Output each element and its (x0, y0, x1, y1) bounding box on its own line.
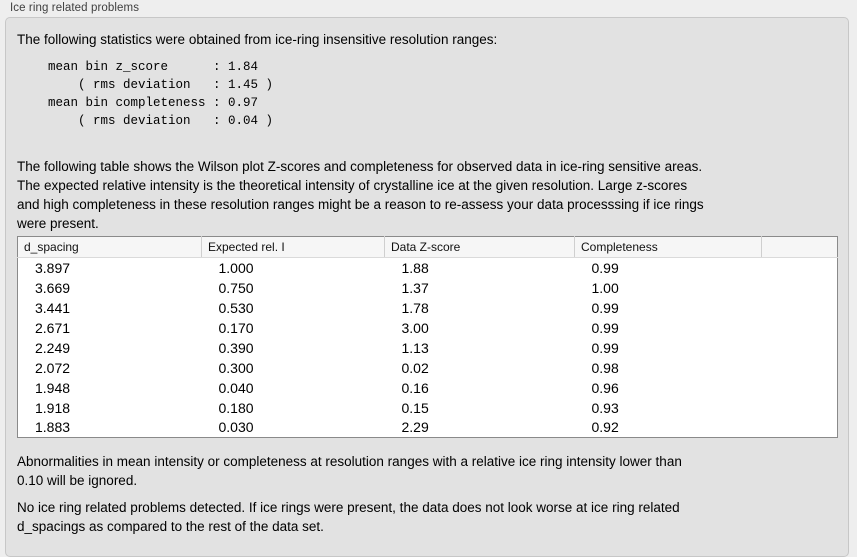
cell-data-z-score: 1.13 (401, 339, 429, 356)
table-row[interactable]: 2.671 0.170 3.00 0.99 (18, 318, 838, 338)
stat-mean-bin-completeness: mean bin completeness : 0.97 (48, 96, 259, 110)
cell-d-spacing: 1.883 (35, 419, 71, 436)
cell-data-z-score: 0.02 (401, 359, 429, 376)
panel-title: Ice ring related problems (10, 2, 140, 14)
stats-intro-text: The following statistics were obtained f… (17, 30, 837, 49)
text-line: The following statistics were obtained f… (17, 32, 498, 47)
cell-completeness: 0.98 (591, 359, 619, 376)
cell-empty (762, 298, 838, 318)
stat-z-score-rms-deviation: ( rms deviation : 1.45 ) (48, 78, 274, 92)
cell-data-z-score: 0.16 (401, 379, 429, 396)
text-line: were present. (17, 216, 99, 231)
stats-block: mean bin z_score : 1.84 ( rms deviation … (48, 58, 837, 130)
cell-d-spacing: 3.897 (35, 259, 71, 276)
table-row[interactable]: 3.897 1.000 1.88 0.99 (18, 258, 838, 278)
table-row[interactable]: 1.918 0.180 0.15 0.93 (18, 398, 838, 418)
cell-expected-rel-i: 0.390 (218, 339, 254, 356)
text-line: The following table shows the Wilson plo… (17, 159, 703, 174)
cell-d-spacing: 3.441 (35, 299, 71, 316)
cell-expected-rel-i: 1.000 (218, 259, 254, 276)
text-line: 0.10 will be ignored. (17, 473, 138, 488)
cell-expected-rel-i: 0.030 (218, 419, 254, 436)
cell-d-spacing: 2.072 (35, 359, 71, 376)
cell-d-spacing: 2.249 (35, 339, 71, 356)
cell-expected-rel-i: 0.180 (218, 399, 254, 416)
ice-ring-panel: The following statistics were obtained f… (5, 17, 849, 557)
cell-d-spacing: 3.669 (35, 279, 71, 296)
cell-d-spacing: 1.918 (35, 399, 71, 416)
cell-empty (762, 418, 838, 438)
cell-expected-rel-i: 0.040 (218, 379, 254, 396)
text-line: No ice ring related problems detected. I… (17, 500, 680, 515)
text-line: d_spacings as compared to the rest of th… (17, 519, 324, 534)
cell-completeness: 0.99 (591, 339, 619, 356)
cell-completeness: 0.92 (591, 419, 619, 436)
text-line: Abnormalities in mean intensity or compl… (17, 454, 682, 469)
table-header-row: d_spacing Expected rel. I Data Z-score C… (17, 236, 838, 258)
cell-completeness: 0.99 (591, 319, 619, 336)
table-row[interactable]: 3.441 0.530 1.78 0.99 (18, 298, 838, 318)
cell-d-spacing: 1.948 (35, 379, 71, 396)
cell-data-z-score: 3.00 (401, 319, 429, 336)
conclusion-text: No ice ring related problems detected. I… (17, 498, 837, 536)
table-row[interactable]: 1.948 0.040 0.16 0.96 (18, 378, 838, 398)
cell-data-z-score: 2.29 (401, 419, 429, 436)
stat-mean-bin-z-score: mean bin z_score : 1.84 (48, 60, 259, 74)
cell-expected-rel-i: 0.750 (218, 279, 254, 296)
ice-ring-report-window: { "window": { "title": "Ice ring related… (5, 2, 849, 557)
cell-data-z-score: 1.88 (401, 259, 429, 276)
column-header-empty[interactable] (761, 236, 838, 258)
column-header-completeness[interactable]: Completeness (574, 236, 762, 258)
table-row[interactable]: 2.249 0.390 1.13 0.99 (18, 338, 838, 358)
cell-expected-rel-i: 0.170 (218, 319, 254, 336)
cell-empty (762, 258, 838, 278)
cell-empty (762, 338, 838, 358)
ice-ring-table: d_spacing Expected rel. I Data Z-score C… (17, 236, 838, 438)
cell-data-z-score: 1.78 (401, 299, 429, 316)
table-intro-text: The following table shows the Wilson plo… (17, 157, 837, 233)
cell-completeness: 0.99 (591, 259, 619, 276)
table-row[interactable]: 2.072 0.300 0.02 0.98 (18, 358, 838, 378)
cell-completeness: 1.00 (591, 279, 619, 296)
column-header-expected-rel-i[interactable]: Expected rel. I (201, 236, 385, 258)
cell-expected-rel-i: 0.300 (218, 359, 254, 376)
cell-completeness: 0.93 (591, 399, 619, 416)
table-body: 3.897 1.000 1.88 0.99 3.669 0.750 1.37 1… (18, 258, 838, 438)
table-row[interactable]: 3.669 0.750 1.37 1.00 (18, 278, 838, 298)
cell-completeness: 0.96 (591, 379, 619, 396)
text-line: and high completeness in these resolutio… (17, 197, 704, 212)
column-header-data-z-score[interactable]: Data Z-score (384, 236, 575, 258)
cell-empty (762, 278, 838, 298)
cell-data-z-score: 1.37 (401, 279, 429, 296)
stat-completeness-rms-deviation: ( rms deviation : 0.04 ) (48, 114, 274, 128)
cell-empty (762, 358, 838, 378)
ignore-note-text: Abnormalities in mean intensity or compl… (17, 452, 837, 490)
cell-empty (762, 378, 838, 398)
cell-empty (762, 398, 838, 418)
text-line: The expected relative intensity is the t… (17, 178, 688, 193)
cell-empty (762, 318, 838, 338)
cell-d-spacing: 2.671 (35, 319, 71, 336)
cell-completeness: 0.99 (591, 299, 619, 316)
table-row[interactable]: 1.883 0.030 2.29 0.92 (18, 418, 838, 438)
cell-data-z-score: 0.15 (401, 399, 429, 416)
column-header-d-spacing[interactable]: d_spacing (17, 236, 202, 258)
cell-expected-rel-i: 0.530 (218, 299, 254, 316)
